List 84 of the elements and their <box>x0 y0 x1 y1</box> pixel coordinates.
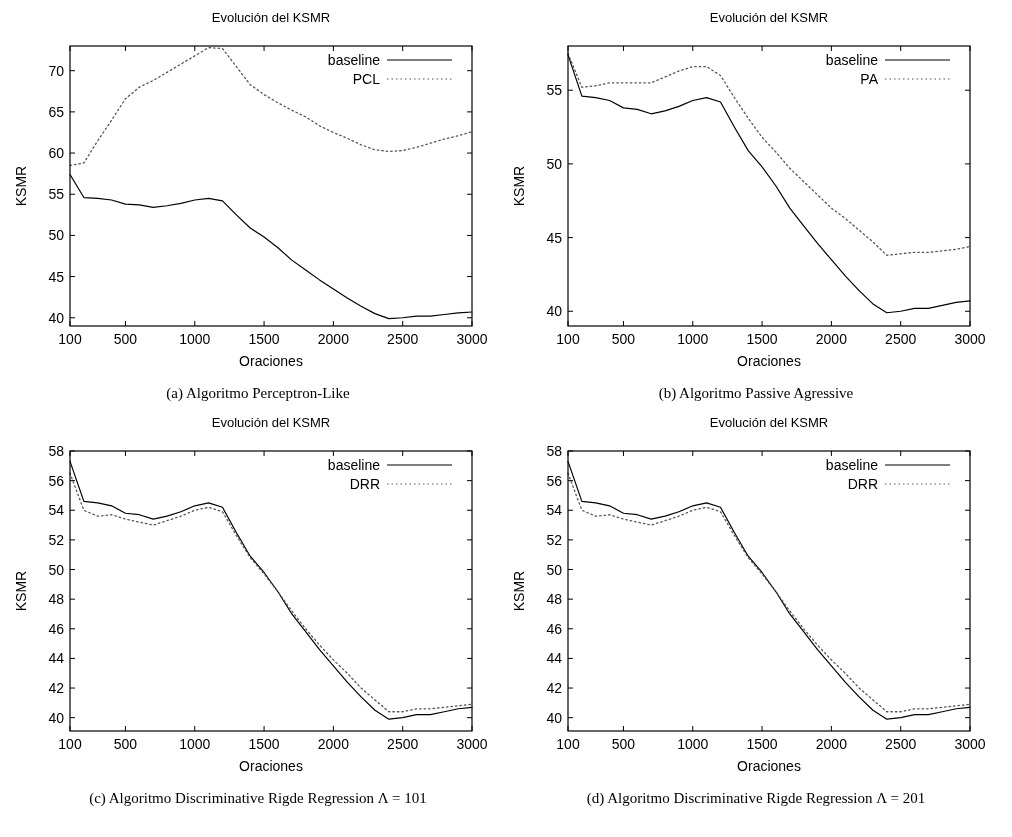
chart-title: Evolución del KSMR <box>211 415 331 430</box>
y-tick-label: 40 <box>48 309 65 326</box>
chart-title: Evolución del KSMR <box>211 10 331 25</box>
x-tick-label: 500 <box>113 736 138 752</box>
x-tick-label: 1000 <box>677 331 709 347</box>
y-tick-label: 44 <box>546 650 563 667</box>
chart-title: Evolución del KSMR <box>709 415 829 430</box>
x-tick-label: 2000 <box>815 331 848 347</box>
y-axis-title: KSMR <box>13 165 29 207</box>
y-tick-label: 40 <box>546 709 563 726</box>
y-tick-label: 48 <box>546 591 563 608</box>
line-series <box>69 47 473 167</box>
y-tick-label: 42 <box>546 680 563 697</box>
legend-label: PCL <box>352 71 381 87</box>
x-tick-label: 2000 <box>815 736 848 752</box>
y-tick-label: 44 <box>48 650 65 667</box>
y-tick-label: 50 <box>48 561 65 578</box>
y-tick-label: 54 <box>48 502 65 519</box>
legend-label: baseline <box>327 457 381 473</box>
x-tick-label: 500 <box>611 736 636 752</box>
x-tick-label: 1000 <box>677 736 709 752</box>
x-tick-label: 3000 <box>456 331 488 347</box>
y-tick-label: 50 <box>48 227 65 244</box>
x-tick-label: 100 <box>556 331 580 347</box>
x-tick-label: 1000 <box>179 331 211 347</box>
y-tick-label: 45 <box>48 268 65 285</box>
x-tick-label: 3000 <box>954 736 986 752</box>
text: (d) Algoritmo Discriminative Rigde Regression Λ = 201 <box>586 790 926 807</box>
chart-title: Evolución del KSMR <box>709 10 829 25</box>
y-tick-label: 52 <box>48 531 65 548</box>
legend-label: DRR <box>349 476 380 492</box>
y-tick-label: 60 <box>48 145 65 162</box>
legend-label: DRR <box>847 476 878 492</box>
x-tick-label: 100 <box>58 736 82 752</box>
x-tick-label: 2000 <box>317 331 350 347</box>
y-tick-label: 52 <box>546 531 563 548</box>
legend-label: baseline <box>327 52 381 68</box>
x-tick-label: 500 <box>611 331 636 347</box>
y-tick-label: 50 <box>546 155 563 172</box>
y-tick-label: 58 <box>48 443 65 459</box>
legend-label: PA <box>860 71 879 87</box>
y-tick-label: 42 <box>48 680 65 697</box>
y-axis-title: KSMR <box>511 165 527 207</box>
x-tick-label: 1500 <box>248 331 280 347</box>
x-tick-label: 1000 <box>179 736 211 752</box>
y-tick-label: 40 <box>546 303 563 320</box>
x-axis-title: Oraciones <box>737 353 801 369</box>
y-tick-label: 56 <box>546 472 563 489</box>
x-tick-label: 100 <box>58 331 82 347</box>
x-axis-title: Oraciones <box>737 758 801 774</box>
x-tick-label: 3000 <box>954 331 986 347</box>
legend-label: baseline <box>825 457 879 473</box>
y-tick-label: 54 <box>546 502 563 519</box>
y-tick-label: 48 <box>48 591 65 608</box>
y-tick-label: 55 <box>48 186 65 203</box>
y-tick-label: 55 <box>546 82 563 99</box>
text: (c) Algoritmo Discriminative Rigde Regression Λ = 101 <box>89 790 427 807</box>
x-tick-label: 2000 <box>317 736 350 752</box>
y-tick-label: 70 <box>48 62 65 79</box>
legend-label: baseline <box>825 52 879 68</box>
x-tick-label: 2500 <box>885 331 917 347</box>
x-axis-title: Oraciones <box>239 758 303 774</box>
y-tick-label: 46 <box>48 620 65 637</box>
y-tick-label: 46 <box>546 620 563 637</box>
y-tick-label: 40 <box>48 709 65 726</box>
text: (b) Algoritmo Passive Agressive <box>658 385 854 402</box>
x-tick-label: 2500 <box>387 331 419 347</box>
y-tick-label: 45 <box>546 229 563 246</box>
x-tick-label: 3000 <box>456 736 488 752</box>
x-tick-label: 500 <box>113 331 138 347</box>
y-axis-title: KSMR <box>13 570 29 612</box>
y-tick-label: 50 <box>546 561 563 578</box>
y-tick-label: 58 <box>546 443 563 459</box>
y-tick-label: 65 <box>48 103 65 120</box>
y-axis-title: KSMR <box>511 570 527 612</box>
x-axis-title: Oraciones <box>239 353 303 369</box>
x-tick-label: 2500 <box>885 736 917 752</box>
x-tick-label: 1500 <box>746 331 778 347</box>
x-tick-label: 100 <box>556 736 580 752</box>
y-tick-label: 56 <box>48 472 65 489</box>
x-tick-label: 2500 <box>387 736 419 752</box>
x-tick-label: 1500 <box>746 736 778 752</box>
x-tick-label: 1500 <box>248 736 280 752</box>
text: (a) Algoritmo Perceptron-Like <box>166 385 350 402</box>
